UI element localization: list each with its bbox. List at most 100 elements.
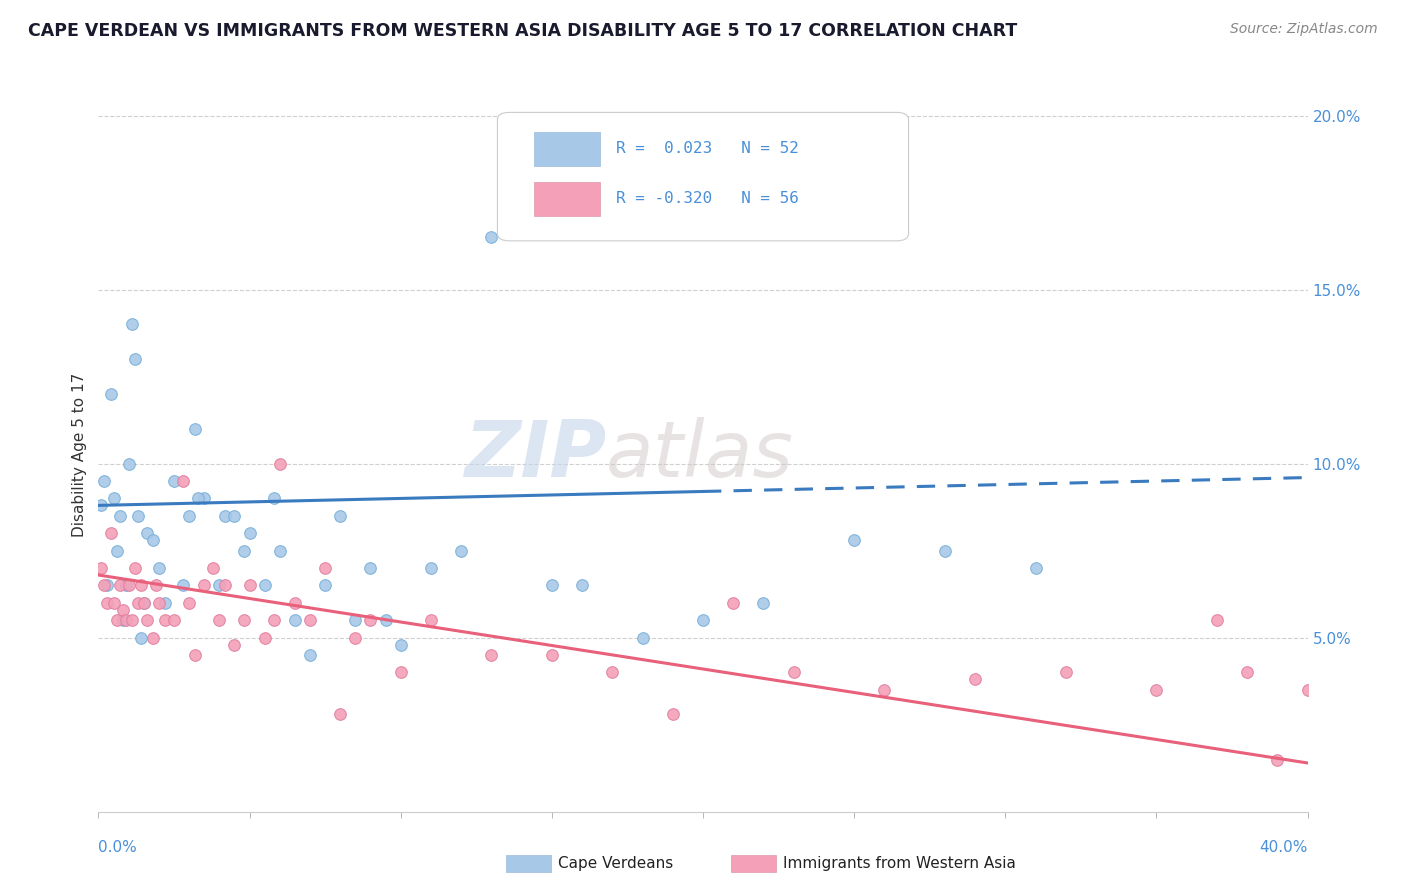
Point — [103, 491, 125, 506]
Point — [142, 533, 165, 548]
Point — [374, 613, 396, 627]
Point — [111, 603, 134, 617]
Point — [208, 578, 231, 592]
Point — [127, 508, 149, 523]
Point — [224, 638, 246, 652]
Point — [299, 613, 322, 627]
Point — [602, 665, 624, 680]
Point — [114, 613, 136, 627]
Point — [118, 578, 141, 592]
Point — [450, 543, 472, 558]
Point — [145, 578, 167, 592]
Point — [124, 561, 146, 575]
Point — [263, 491, 285, 506]
Point — [752, 596, 775, 610]
Point — [90, 499, 112, 513]
Point — [202, 561, 225, 575]
Point — [127, 596, 149, 610]
Point — [105, 543, 128, 558]
Text: CAPE VERDEAN VS IMMIGRANTS FROM WESTERN ASIA DISABILITY AGE 5 TO 17 CORRELATION : CAPE VERDEAN VS IMMIGRANTS FROM WESTERN … — [28, 22, 1018, 40]
Point — [934, 543, 956, 558]
Text: 40.0%: 40.0% — [1260, 840, 1308, 855]
Point — [142, 631, 165, 645]
Point — [132, 596, 155, 610]
Point — [135, 613, 157, 627]
Point — [540, 578, 562, 592]
Point — [692, 613, 714, 627]
Point — [96, 596, 118, 610]
Point — [299, 648, 322, 662]
Point — [129, 578, 152, 592]
Point — [184, 648, 207, 662]
Point — [103, 596, 125, 610]
Point — [187, 491, 209, 506]
Point — [100, 387, 122, 401]
Point — [314, 578, 336, 592]
Point — [193, 578, 215, 592]
Point — [1206, 613, 1229, 627]
Point — [121, 318, 143, 332]
Point — [360, 613, 382, 627]
Point — [481, 648, 503, 662]
Point — [114, 578, 136, 592]
Point — [965, 673, 987, 687]
Point — [1236, 665, 1258, 680]
Point — [723, 596, 745, 610]
Point — [214, 578, 236, 592]
Point — [389, 638, 412, 652]
Point — [153, 613, 176, 627]
Point — [184, 422, 207, 436]
Point — [239, 526, 262, 541]
Point — [163, 474, 186, 488]
Point — [100, 526, 122, 541]
Point — [481, 230, 503, 244]
Point — [93, 474, 115, 488]
Point — [124, 352, 146, 367]
Point — [1144, 682, 1167, 697]
Point — [314, 561, 336, 575]
Point — [179, 508, 201, 523]
Point — [329, 707, 352, 722]
Text: Source: ZipAtlas.com: Source: ZipAtlas.com — [1230, 22, 1378, 37]
Point — [239, 578, 262, 592]
Y-axis label: Disability Age 5 to 17: Disability Age 5 to 17 — [72, 373, 87, 537]
Point — [153, 596, 176, 610]
Point — [90, 561, 112, 575]
Point — [118, 457, 141, 471]
Text: Immigrants from Western Asia: Immigrants from Western Asia — [783, 856, 1017, 871]
Point — [329, 508, 352, 523]
Point — [284, 613, 307, 627]
Text: 0.0%: 0.0% — [98, 840, 138, 855]
Point — [631, 631, 654, 645]
Text: atlas: atlas — [606, 417, 794, 493]
Point — [111, 613, 134, 627]
Point — [253, 578, 276, 592]
Point — [873, 682, 896, 697]
Point — [172, 578, 194, 592]
Bar — [534, 132, 600, 166]
Point — [208, 613, 231, 627]
Point — [1054, 665, 1077, 680]
Point — [148, 561, 170, 575]
Bar — [534, 182, 600, 216]
Point — [193, 491, 215, 506]
Point — [121, 613, 143, 627]
Text: Cape Verdeans: Cape Verdeans — [558, 856, 673, 871]
Point — [132, 596, 155, 610]
Point — [163, 613, 186, 627]
FancyBboxPatch shape — [498, 112, 908, 241]
Point — [135, 526, 157, 541]
Point — [105, 613, 128, 627]
Point — [1296, 682, 1319, 697]
Point — [284, 596, 307, 610]
Point — [263, 613, 285, 627]
Point — [662, 707, 685, 722]
Point — [269, 543, 291, 558]
Point — [344, 613, 367, 627]
Point — [360, 561, 382, 575]
Point — [96, 578, 118, 592]
Point — [129, 631, 152, 645]
Point — [108, 578, 131, 592]
Point — [389, 665, 412, 680]
Point — [420, 561, 443, 575]
